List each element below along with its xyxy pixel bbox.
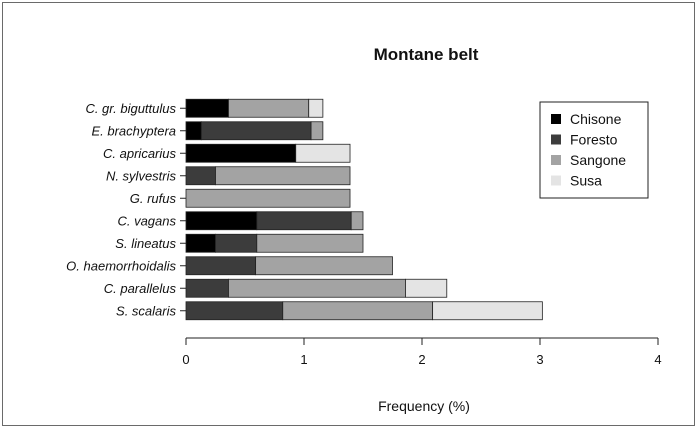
bar-segment <box>185 256 257 276</box>
bar-segment <box>185 166 216 186</box>
category-label: S. lineatus <box>115 236 176 251</box>
bar-segment <box>185 188 351 208</box>
bar-segment <box>282 301 434 321</box>
bar-segment <box>350 211 364 231</box>
legend: Chisone Foresto Sangone Susa <box>539 101 649 199</box>
category-label: N. sylvestris <box>106 168 177 183</box>
x-tick-label: 3 <box>536 352 543 367</box>
category-label: G. rufus <box>130 191 177 206</box>
legend-swatch <box>551 134 561 145</box>
category-label: C. vagans <box>117 213 176 228</box>
bar-segment <box>185 278 229 298</box>
x-tick-label: 2 <box>418 352 425 367</box>
stacked-bar-chart: Montane belt S. scalaris C. parallelus O. … <box>66 45 662 414</box>
bar-segment <box>256 211 352 231</box>
bar-segment <box>215 166 351 186</box>
x-axis: 0 1 2 3 4 <box>182 337 662 367</box>
category-label: O. haemorrhoidalis <box>66 258 176 273</box>
bar-segment <box>228 98 310 118</box>
category-label: C. apricarius <box>103 146 176 161</box>
bar-segment <box>256 233 364 253</box>
bar-segment <box>185 301 284 321</box>
bar-segment <box>295 143 351 163</box>
legend-label: Sangone <box>570 152 626 168</box>
bar-segment <box>228 278 406 298</box>
legend-label: Foresto <box>570 132 618 148</box>
x-axis-label: Frequency (%) <box>378 398 470 414</box>
legend-swatch <box>551 114 561 124</box>
bar-segment <box>308 98 324 118</box>
bar-segment <box>255 256 393 276</box>
category-label: C. gr. biguttulus <box>85 101 176 116</box>
bar-segment <box>432 301 543 321</box>
category-label: E. brachyptera <box>91 123 176 138</box>
legend-swatch <box>551 155 561 165</box>
bar-segment <box>185 98 229 118</box>
category-label: C. parallelus <box>104 281 177 296</box>
bar-segment <box>215 233 258 253</box>
y-axis-labels: S. scalaris C. parallelus O. haemorrhoidal… <box>66 101 186 318</box>
bar-segment <box>310 121 324 141</box>
legend-swatch <box>551 175 561 186</box>
bar-segment <box>185 233 216 253</box>
category-label: S. scalaris <box>116 303 176 318</box>
x-tick-label: 4 <box>654 352 661 367</box>
x-tick-label: 0 <box>182 352 189 367</box>
chart-title: Montane belt <box>374 45 479 64</box>
x-tick-label: 1 <box>300 352 307 367</box>
bar-segment <box>200 121 312 141</box>
legend-label: Susa <box>570 173 602 189</box>
bar-segment <box>185 143 297 163</box>
legend-label: Chisone <box>570 111 622 127</box>
bar-segment <box>185 211 258 231</box>
bar-segment <box>185 121 202 141</box>
bars-group <box>185 98 543 321</box>
bar-segment <box>405 278 448 298</box>
